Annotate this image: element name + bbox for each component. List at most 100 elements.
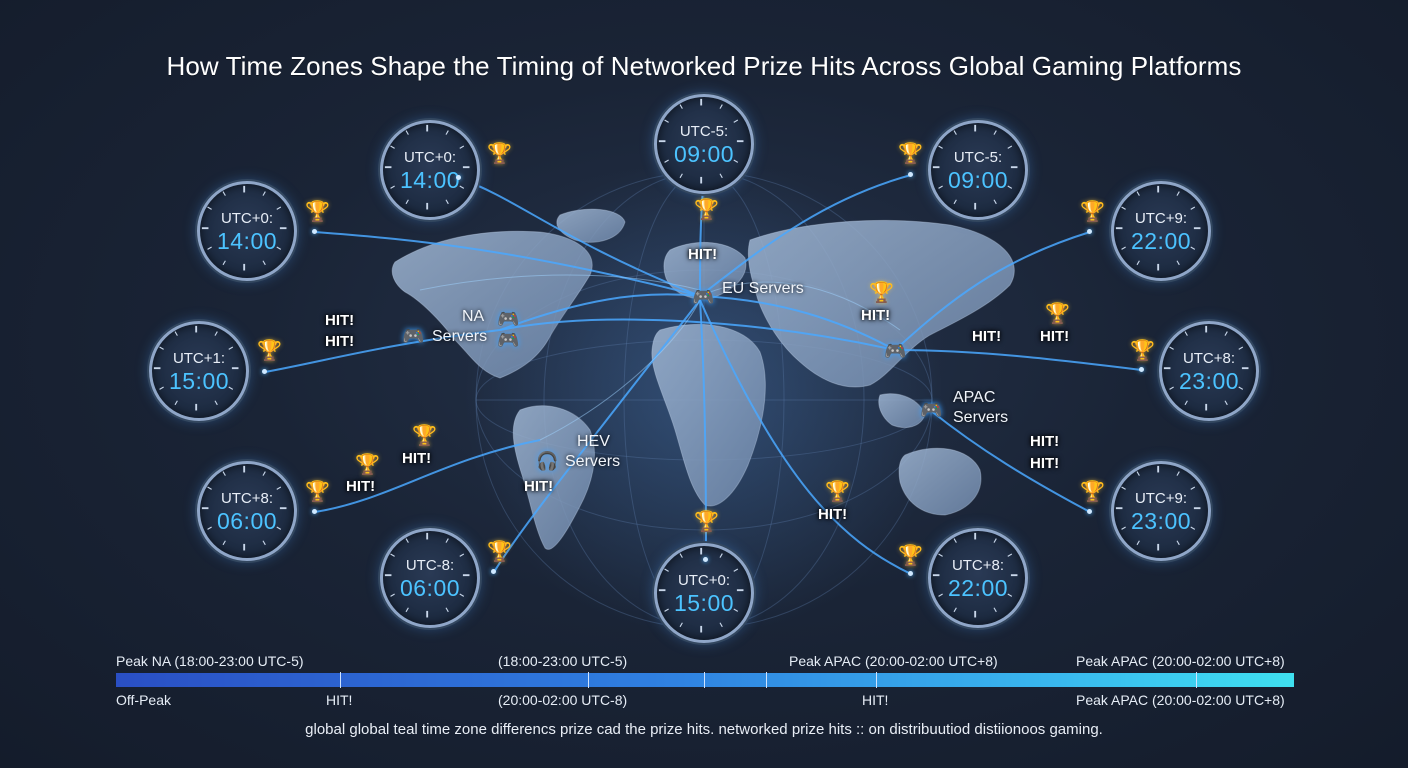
arc-10: [493, 299, 701, 573]
clock-tick: [1136, 540, 1140, 546]
timeline-bottom-label-2: HIT!: [326, 692, 353, 708]
apac-servers-label: APAC Servers: [953, 388, 1008, 428]
clock-tick: [1224, 400, 1228, 406]
hit-label: HIT!: [818, 506, 848, 523]
arc-15: [499, 318, 896, 351]
gamepad-icon: 🎮: [920, 400, 943, 420]
clock-tick: [1121, 246, 1126, 250]
clock-tick: [733, 568, 739, 572]
clock-tick: [228, 346, 234, 350]
clock-ticks: [1115, 465, 1201, 551]
clock-utc1-left: UTC+1: 15:00: [149, 321, 249, 421]
arc-14: [699, 295, 896, 351]
clock-tick: [664, 568, 669, 572]
clock-tick: [993, 130, 997, 135]
clock-tick: [1121, 206, 1126, 210]
clock-tick: [207, 206, 212, 210]
timeline-tick: [876, 672, 877, 688]
clock-utc9-right-lower: UTC+9: 23:00: [1111, 461, 1211, 561]
trophy-icon: 🏆: [1130, 340, 1155, 362]
arc-endpoint: [1087, 229, 1092, 234]
clock-tick: [1136, 471, 1140, 476]
trophy-icon: 🏆: [898, 545, 923, 567]
clock-tick: [733, 608, 739, 612]
clock-tick: [1169, 346, 1174, 350]
hit-label: HIT!: [524, 478, 554, 495]
clock-ticks: [658, 547, 744, 633]
clock-tick: [228, 386, 234, 390]
clock-tick: [276, 246, 282, 250]
clock-tick: [159, 346, 164, 350]
clock-tick: [719, 622, 723, 628]
clock-tick: [207, 246, 212, 250]
europe: [663, 241, 747, 300]
hit-label: HIT!: [688, 246, 718, 263]
clock-tick: [1184, 400, 1188, 406]
hit-label: HIT!: [1030, 433, 1060, 450]
clock-time: 09:00: [947, 167, 1009, 193]
clock-tick: [159, 386, 164, 390]
arc-2: [458, 177, 701, 297]
clock-tick: [1184, 331, 1188, 336]
clock-tick: [679, 622, 683, 628]
clock-tick: [664, 119, 669, 123]
clock-time: 22:00: [1130, 228, 1192, 254]
trophy-icon: 🏆: [305, 201, 330, 223]
clock-tick: [1238, 386, 1244, 390]
clock-tick: [262, 540, 266, 546]
arc-4: [699, 174, 912, 297]
clock-time: 15:00: [673, 590, 735, 616]
trophy-icon: 🏆: [694, 199, 719, 221]
clock-tick: [445, 538, 449, 543]
trophy-icon: 🏆: [487, 143, 512, 165]
clock-zone: UTC+0:: [403, 149, 457, 166]
gamepad-icon: 🎮: [497, 330, 520, 350]
gamepad-icon: 🎮: [497, 309, 520, 329]
clock-tick: [1136, 260, 1140, 266]
clock-tick: [953, 538, 957, 543]
clock-zone: UTC-5:: [953, 149, 1003, 166]
na-servers-label: NA Servers: [432, 307, 487, 347]
australia: [898, 447, 982, 516]
clock-tick: [679, 104, 683, 109]
eu-servers-label: EU Servers: [722, 280, 804, 297]
clock-tick: [1190, 486, 1196, 490]
clock-tick: [953, 130, 957, 135]
clock-tick: [459, 553, 465, 557]
hev-servers-line1: HEV: [577, 433, 610, 450]
trophy-icon: 🏆: [898, 143, 923, 165]
clock-tick: [938, 553, 943, 557]
hit-label: HIT!: [325, 312, 355, 329]
arc-9: [929, 409, 1091, 513]
clock-zone: UTC-8:: [405, 557, 455, 574]
timeline-tick: [1196, 672, 1197, 688]
clock-tick: [276, 486, 282, 490]
clock-ticks: [932, 532, 1018, 618]
clock-ticks: [658, 98, 744, 184]
page-title: How Time Zones Shape the Timing of Netwo…: [166, 51, 1242, 82]
clock-tick: [445, 130, 449, 135]
clock-tick: [405, 607, 409, 613]
clock-utc-5-right-upper: UTC-5: 09:00: [928, 120, 1028, 220]
clock-tick: [1176, 540, 1180, 546]
clock-tick: [276, 526, 282, 530]
clock-tick: [1190, 206, 1196, 210]
clock-tick: [445, 199, 449, 205]
hit-label: HIT!: [1040, 328, 1070, 345]
clock-tick: [390, 593, 395, 597]
timeline-bottom-label-1: Off-Peak: [116, 692, 171, 708]
clock-tick: [214, 400, 218, 406]
timeline-top-label-2: (18:00-23:00 UTC-5): [498, 653, 628, 669]
trophy-icon: 🏆: [355, 454, 380, 476]
hit-label: HIT!: [861, 307, 891, 324]
clock-tick: [664, 608, 669, 612]
arc-endpoint: [1087, 509, 1092, 514]
clock-tick: [1007, 593, 1013, 597]
na-servers-line2: Servers: [432, 328, 488, 345]
clock-tick: [1007, 553, 1013, 557]
clock-tick: [276, 206, 282, 210]
clock-zone: UTC-5:: [679, 123, 729, 140]
clock-zone: UTC+0:: [677, 572, 731, 589]
timeline-bottom-label-5: Peak APAC (20:00-02:00 UTC+8): [1076, 692, 1285, 708]
